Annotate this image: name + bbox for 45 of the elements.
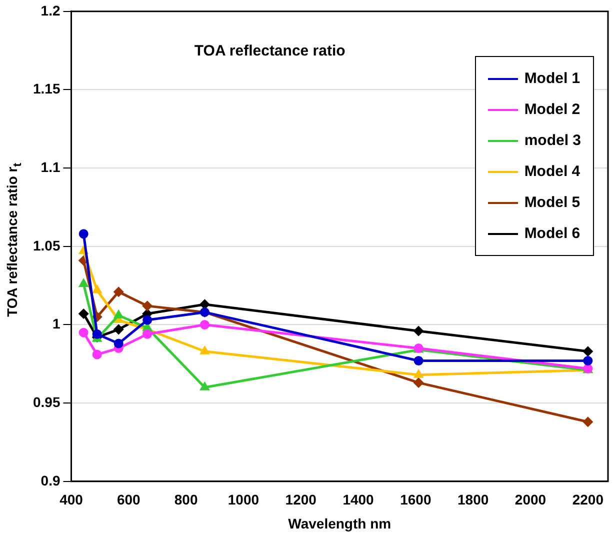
legend-label: Model 2 xyxy=(524,101,580,118)
x-tick-label: 600 xyxy=(116,492,141,508)
x-tick-label: 800 xyxy=(174,492,198,508)
x-tick-label: 400 xyxy=(60,492,84,508)
point xyxy=(583,417,593,427)
x-tick-label: 1800 xyxy=(458,492,489,508)
point xyxy=(583,356,593,366)
y-tick-label: 1 xyxy=(52,316,60,332)
point xyxy=(78,229,88,239)
point xyxy=(92,329,102,339)
point xyxy=(79,279,88,287)
point xyxy=(114,287,124,297)
y-tick-label: 1.2 xyxy=(40,2,60,18)
legend-label: model 3 xyxy=(524,132,581,150)
x-tick-label: 1000 xyxy=(228,492,260,508)
point xyxy=(583,346,593,356)
point xyxy=(142,301,152,311)
text: TOA reflectance ratio xyxy=(194,42,346,60)
point xyxy=(142,315,152,325)
point xyxy=(92,350,102,360)
x-tick-label: 1600 xyxy=(400,492,432,508)
y-tick-label: 0.9 xyxy=(40,472,60,488)
x-tick-label: 2000 xyxy=(514,492,546,508)
legend-label: Model 1 xyxy=(524,70,580,88)
x-tick-label: 1200 xyxy=(285,492,317,508)
x-axis-title: Wavelength nm xyxy=(288,515,392,532)
y-tick-label: 1.1 xyxy=(40,158,60,175)
point xyxy=(200,320,210,330)
legend-label: Model 4 xyxy=(524,163,580,180)
point xyxy=(414,326,424,336)
legend-label: Model 6 xyxy=(524,225,580,242)
point xyxy=(200,300,210,310)
y-tick-label: 1.15 xyxy=(33,80,60,97)
point xyxy=(114,338,124,348)
point xyxy=(414,356,424,366)
point xyxy=(414,378,424,388)
point xyxy=(142,329,152,339)
x-tick-label: 1400 xyxy=(342,492,374,508)
y-tick-label: 1.05 xyxy=(33,237,60,254)
legend-label: Model 5 xyxy=(524,194,580,212)
point xyxy=(78,328,88,338)
y-tick-label: 0.95 xyxy=(33,394,60,410)
x-tick-label: 2200 xyxy=(572,492,604,508)
point xyxy=(114,324,124,334)
point xyxy=(78,309,88,319)
